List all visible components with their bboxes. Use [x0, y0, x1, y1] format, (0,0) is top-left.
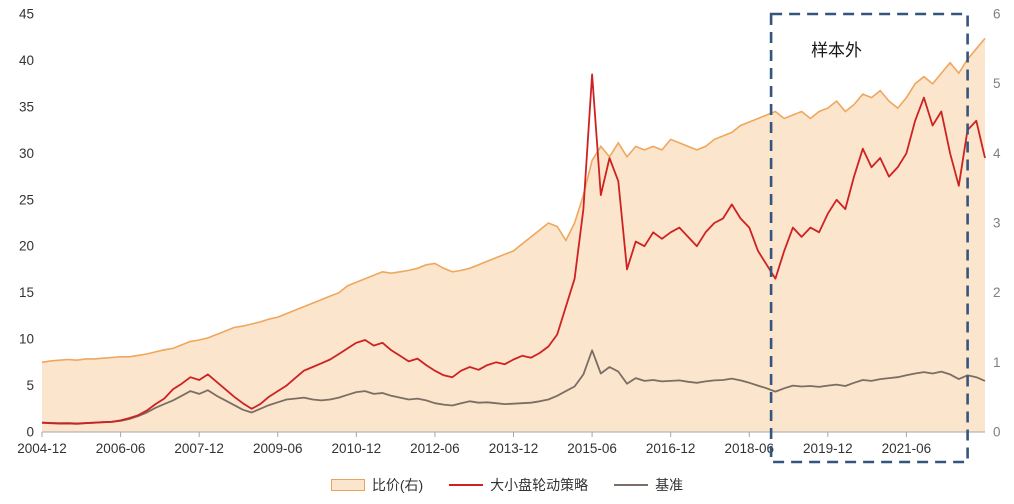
- out-of-sample-label: 样本外: [811, 41, 862, 60]
- right-axis-label: 2: [993, 285, 1001, 300]
- x-tick-label: 2012-06: [410, 441, 460, 456]
- legend-item-strategy: 大小盘轮动策略: [449, 475, 588, 495]
- x-tick-label: 2004-12: [17, 441, 67, 456]
- ratio-strategy-chart: 2004-12 2006-06 2007-12 2009-06 2010-12 2012-…: [17, 7, 1001, 464]
- left-axis-label: 35: [19, 99, 34, 114]
- x-tick-label: 2013-12: [489, 441, 539, 456]
- left-axis-label: 0: [26, 425, 34, 440]
- legend-label-benchmark: 基准: [655, 477, 684, 493]
- left-axis-label: 20: [19, 239, 34, 254]
- out-of-sample-box: [769, 12, 969, 464]
- chart-container: 2004-12 2006-06 2007-12 2009-06 2010-12 2012-…: [17, 7, 1001, 464]
- legend-item-ratio: 比价(右): [330, 475, 424, 495]
- line-swatch-benchmark-icon: [614, 483, 649, 487]
- legend-item-benchmark: 基准: [614, 475, 683, 495]
- x-tick-label: 2016-12: [646, 441, 696, 456]
- x-tick-label: 2009-06: [253, 441, 303, 456]
- right-axis-label: 1: [993, 355, 1001, 370]
- x-tick-label: 2015-06: [567, 441, 617, 456]
- ratio-area: [42, 38, 985, 433]
- x-tick-label: 2006-06: [96, 441, 146, 456]
- benchmark-line: [41, 349, 986, 425]
- right-axis-label: 5: [993, 76, 1001, 91]
- left-axis-label: 40: [19, 53, 34, 68]
- area-swatch-icon: [330, 479, 365, 491]
- left-axis-label: 5: [26, 378, 34, 393]
- right-axis-label: 3: [993, 216, 1001, 231]
- right-axis-label: 0: [993, 425, 1001, 440]
- legend-label-ratio: 比价(右): [371, 477, 424, 493]
- right-axis-label: 4: [993, 146, 1001, 161]
- x-tick-label: 2007-12: [174, 441, 224, 456]
- x-tick-label: 2021-06: [882, 441, 932, 456]
- right-axis-label: 6: [993, 7, 1001, 22]
- strategy-line: [41, 73, 986, 425]
- chart-legend: 比价(右) 大小盘轮动策略 基准: [0, 468, 1014, 495]
- ratio-area-edge: [41, 37, 986, 364]
- legend-label-strategy: 大小盘轮动策略: [490, 477, 589, 493]
- line-swatch-strategy-icon: [449, 483, 484, 487]
- left-axis-label: 10: [19, 332, 34, 347]
- left-axis-label: 45: [19, 7, 34, 22]
- x-tick-label: 2019-12: [803, 441, 853, 456]
- x-tick-label: 2018-06: [724, 441, 774, 456]
- left-axis-label: 25: [19, 192, 34, 207]
- x-tick-label: 2010-12: [332, 441, 382, 456]
- left-axis-label: 30: [19, 146, 34, 161]
- left-axis-label: 15: [19, 285, 34, 300]
